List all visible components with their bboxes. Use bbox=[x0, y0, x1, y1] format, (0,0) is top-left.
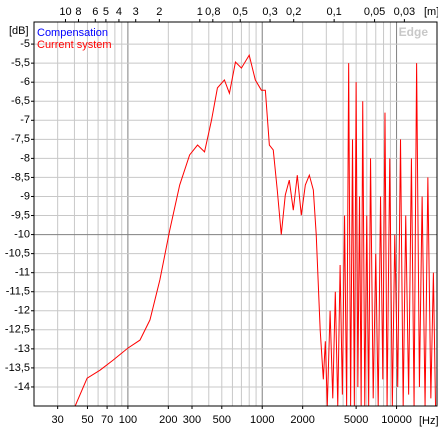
x2-tick-label: 1 bbox=[197, 6, 203, 18]
lines bbox=[74, 53, 437, 406]
x2-tick-label: 8 bbox=[75, 6, 81, 18]
y-tick-label: -9 bbox=[20, 190, 30, 202]
x2-tick-label: 0,2 bbox=[286, 6, 301, 18]
y-tick-label: -10 bbox=[14, 228, 30, 240]
legend-entry: Compensation bbox=[37, 27, 108, 39]
x-tick-label: 10000 bbox=[381, 414, 412, 426]
x-tick-label: 5000 bbox=[344, 414, 368, 426]
legend-entry: Current system bbox=[37, 39, 112, 51]
x2-tick-label: 2 bbox=[156, 6, 162, 18]
y-tick-label: -13,5 bbox=[5, 362, 30, 374]
x2-tick-label: 5 bbox=[103, 6, 109, 18]
x2-tick-label: 4 bbox=[116, 6, 122, 18]
y-tick-label: -6 bbox=[20, 76, 30, 88]
y-tick-label: -12,5 bbox=[5, 324, 30, 336]
x2-tick-label: 0,05 bbox=[364, 6, 385, 18]
x2-tick-label: 6 bbox=[92, 6, 98, 18]
y-tick-label: -8,5 bbox=[11, 171, 30, 183]
x-tick-label: 2000 bbox=[290, 414, 314, 426]
x-tick-label: 50 bbox=[81, 414, 93, 426]
x-tick-label: 500 bbox=[213, 414, 231, 426]
x-tick-label: 300 bbox=[183, 414, 201, 426]
plot-border bbox=[33, 21, 438, 407]
y-axis-label: [dB] bbox=[9, 25, 29, 37]
y-tick-label: -6,5 bbox=[11, 95, 30, 107]
x-tick-label: 30 bbox=[52, 414, 64, 426]
x2-axis-label: [m] bbox=[424, 6, 438, 18]
y-tick-label: -10,5 bbox=[5, 248, 30, 260]
y-tick-label: -7 bbox=[20, 114, 30, 126]
x2-tick-label: 0,3 bbox=[262, 6, 277, 18]
y-tick-label: -8 bbox=[20, 152, 30, 164]
y-tick-label: -5,5 bbox=[11, 57, 30, 69]
y-tick-label: -5 bbox=[20, 38, 30, 50]
x2-tick-label: 0,1 bbox=[326, 6, 341, 18]
y-tick-label: -11,5 bbox=[6, 286, 30, 298]
x-tick-label: 200 bbox=[159, 414, 177, 426]
x2-tick-label: 0,5 bbox=[233, 6, 248, 18]
x2-tick-label: 3 bbox=[133, 6, 139, 18]
y-tick-label: -14 bbox=[14, 381, 30, 393]
x-tick-label: 70 bbox=[101, 414, 113, 426]
x2-tick-label: 10 bbox=[59, 6, 71, 18]
x-tick-label: 100 bbox=[119, 414, 137, 426]
x-axis-label: [Hz] bbox=[419, 415, 438, 427]
y-tick-label: -12 bbox=[14, 305, 30, 317]
x2-tick-label: 0,03 bbox=[394, 6, 415, 18]
y-tick-label: -9,5 bbox=[11, 209, 30, 221]
y-tick-label: -7,5 bbox=[11, 133, 30, 145]
y-tick-label: -11 bbox=[15, 267, 30, 279]
series-line bbox=[74, 53, 437, 406]
x-tick-label: 1000 bbox=[250, 414, 274, 426]
x2-tick-label: 0,8 bbox=[205, 6, 220, 18]
watermark: Edge bbox=[399, 25, 429, 39]
y-tick-label: -13 bbox=[14, 343, 30, 355]
